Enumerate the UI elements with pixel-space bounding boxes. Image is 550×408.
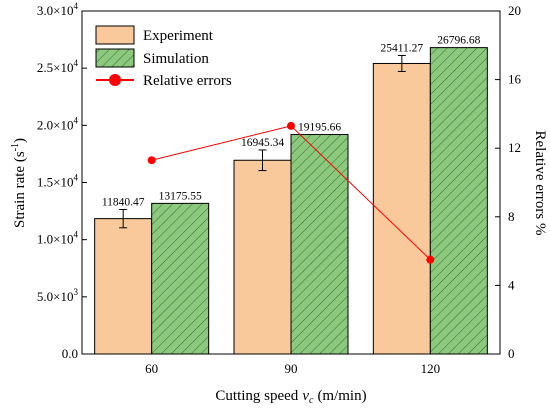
bar-experiment	[372, 62, 431, 355]
relative-errors-line	[147, 121, 435, 264]
y-tick-label: 3.0×104	[37, 1, 79, 18]
bar-experiment	[94, 218, 153, 355]
y-tick-label: 2.0×104	[37, 115, 79, 132]
y2-axis-title: Relative errors %	[532, 131, 548, 236]
bar-value-label-simulation: 13175.55	[159, 190, 202, 202]
legend-swatch-marker	[109, 74, 121, 86]
legend-label-simulation: Simulation	[143, 51, 209, 67]
x-tick-label: 90	[285, 361, 298, 376]
y2-tick-label: 8	[508, 209, 515, 224]
bar-value-label-simulation: 26796.68	[437, 35, 480, 47]
y2-tick-label: 4	[508, 277, 515, 292]
bar-experiment	[233, 159, 292, 355]
bar-value-labels: 11840.47 13175.55 16945.34 19195.66 25411.27…	[102, 35, 481, 209]
y-tick-label: 1.0×104	[37, 230, 79, 247]
error-bars	[119, 54, 406, 229]
x-axis-title-unit: (m/min)	[317, 388, 366, 404]
y2-tick-label: 12	[508, 140, 521, 155]
y2-tick-label: 0	[508, 346, 515, 361]
x-tick-label: 60	[145, 361, 158, 376]
y-axis-title-sup: -1	[10, 143, 21, 151]
bar-simulation	[151, 202, 210, 355]
y2-tick-label: 20	[508, 3, 521, 18]
right-y-ticks: 0 4 8 12 16 20	[495, 3, 522, 361]
bar-simulation	[290, 134, 349, 355]
bar-value-label-experiment: 25411.27	[380, 42, 423, 54]
y-axis-title-main: Strain rate (s	[12, 151, 28, 228]
x-axis-title-var: v	[302, 388, 309, 404]
left-y-ticks: 0.0 5.0×103 1.0×104 1.5×104 2.0×104 2.5×104 3.…	[37, 1, 87, 361]
x-axis-title-main: Cutting speed	[215, 388, 298, 404]
bar-value-label-simulation: 19195.66	[298, 122, 341, 134]
y-axis-title: Strain rate (s-1)	[10, 138, 28, 228]
y-axis-title-close: )	[12, 138, 28, 143]
relative-errors-point	[287, 121, 295, 130]
bar-simulation	[429, 47, 488, 355]
plot-frame	[81, 10, 501, 355]
relative-errors-point	[147, 156, 156, 165]
x-axis-title-sub: c	[309, 395, 314, 406]
legend-swatch-simulation	[95, 48, 135, 68]
legend-label-experiment: Experiment	[143, 28, 214, 44]
legend-swatch-experiment	[95, 25, 135, 45]
y-tick-label: 5.0×103	[37, 287, 79, 304]
x-tick-label: 120	[421, 361, 441, 376]
y-tick-label: 2.5×104	[37, 58, 79, 75]
bar-value-label-experiment: 16945.34	[241, 137, 284, 149]
y-tick-label: 1.5×104	[37, 173, 79, 190]
bar-value-label-experiment: 11840.47	[102, 196, 145, 208]
legend-label-relative-errors: Relative errors	[143, 73, 232, 89]
relative-errors-point	[426, 255, 435, 264]
legend: Experiment Simulation Relative errors	[95, 25, 232, 89]
y-tick-label: 0.0	[62, 346, 78, 361]
y2-tick-label: 16	[508, 72, 522, 87]
bars	[94, 47, 488, 355]
x-axis-title: Cutting speed vc (m/min)	[215, 388, 366, 406]
